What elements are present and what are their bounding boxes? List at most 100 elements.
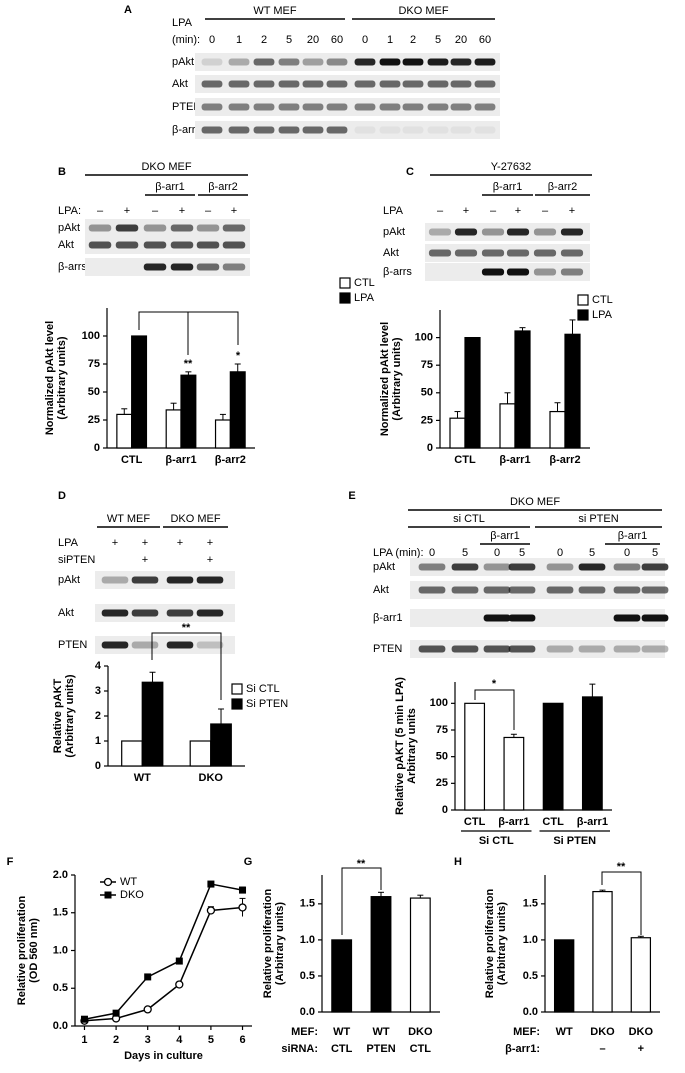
blot-band [253,103,275,111]
bar [503,736,525,811]
panel-letter: B [58,166,66,178]
blot-band [483,563,511,571]
blot-band [278,58,300,66]
x-tick-label: 5 [208,1034,214,1046]
lane-label: 5 [652,547,658,559]
blot-band [115,224,139,232]
blot-strip [85,236,250,254]
lane-label: 5 [435,34,441,46]
blot-band [278,80,300,88]
row-label: β-arrs [383,266,412,278]
bar [542,702,564,811]
legend-label: Si CTL [246,683,280,695]
series-line [84,883,243,1020]
blot-band [354,126,376,134]
row-label: β-arrs [172,124,201,136]
blot-strip [95,571,235,589]
marker [144,973,152,981]
row-label: pAkt [373,561,395,573]
blot-band [379,80,401,88]
row-label: pAkt [58,222,80,234]
y-axis-label: (Arbitrary units) [496,902,508,985]
bar [165,409,182,449]
blot-band [143,263,167,271]
blot-band [474,58,496,66]
blot-band [418,563,446,571]
lane-label: – [542,205,549,217]
lane-label: 1 [387,34,393,46]
blot-band [546,645,574,653]
lane-label: 0 [362,34,368,46]
group-label: Si CTL [479,835,514,847]
bar [131,335,148,449]
blot-band [196,263,220,271]
lane-label: + [207,554,213,566]
blot-band [450,80,472,88]
treatment-label: LPA [383,205,404,217]
y-tick-label: 0.5 [523,970,538,982]
blot-band [533,268,557,276]
y-tick-label: 1.0 [300,934,315,946]
blot-band [474,126,496,134]
treatment-label: LPA (min): [373,547,424,559]
marker [175,957,183,965]
y-axis-label: Relative pAKT (5 min LPA) [394,677,406,815]
blot-band [222,263,246,271]
blot-band [613,563,641,571]
x-tick-label: DKO [199,772,224,784]
blot-band [278,126,300,134]
blot-band [253,126,275,134]
y-axis-label: Relative proliferation [262,889,274,999]
blot-band [302,126,324,134]
blot-band [450,126,472,134]
y-axis-label: Normalized pAkt level [379,322,391,436]
legend-swatch [577,309,589,321]
x-tick-label: 6 [239,1034,245,1046]
row-value: WT [333,1026,350,1038]
blot-band [228,80,250,88]
bar [214,419,231,449]
blot-band [402,103,424,111]
row-label: pAkt [383,226,405,238]
x-tick-label: β-arr1 [577,816,608,828]
blot-band [474,80,496,88]
row-value: WT [556,1026,573,1038]
blot-strip [410,640,665,658]
blot-band [481,268,505,276]
row-value: – [599,1043,605,1055]
blot-band [450,103,472,111]
bar [553,939,575,1013]
group-label: DKO MEF [170,513,220,525]
bar [630,937,652,1013]
x-tick-label: 4 [176,1034,183,1046]
x-tick-label: WT [134,772,151,784]
blot-title: DKO MEF [141,161,191,173]
significance-bracket [151,632,222,700]
row-label: pAkt [58,574,80,586]
y-axis-label: (OD 560 nm) [28,918,40,983]
group-label: β-arr2 [208,181,238,193]
blot-band [428,249,452,257]
lane-label: 0 [624,547,630,559]
blot-band [481,228,505,236]
blot-band [278,103,300,111]
bar [464,702,486,811]
blot-band [354,103,376,111]
marker [103,877,113,887]
significance: * [236,350,241,362]
blot-band [427,126,449,134]
blot-band [481,249,505,257]
lane-label: 0 [209,34,215,46]
blot-band [143,224,167,232]
row-value: CTL [410,1043,432,1055]
significance: ** [357,858,366,870]
x-tick-label: 2 [113,1034,119,1046]
blot-band [427,103,449,111]
group-label: si CTL [453,513,485,525]
bar [464,337,481,449]
blot-band [379,58,401,66]
bar [210,723,232,767]
significance-bracket [601,871,642,935]
blot-band [402,80,424,88]
y-tick-label: 0 [442,804,448,816]
